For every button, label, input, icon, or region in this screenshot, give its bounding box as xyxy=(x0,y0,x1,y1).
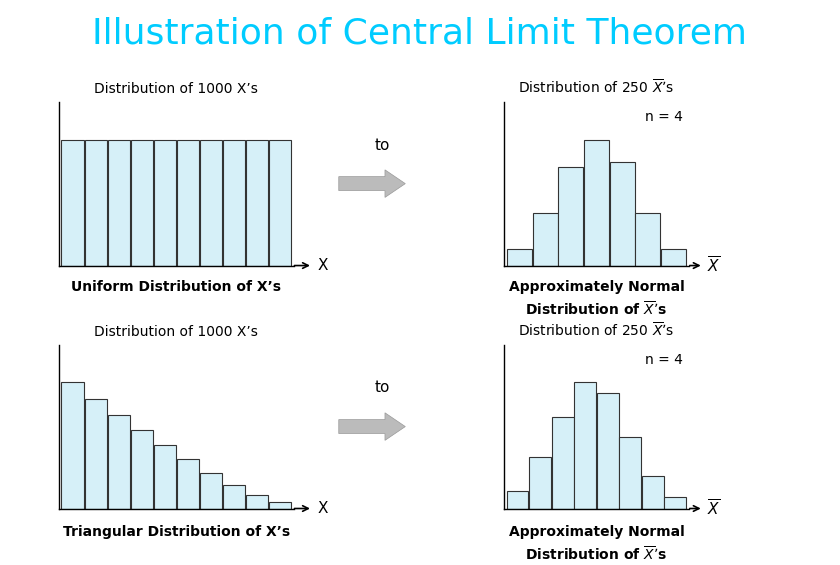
Bar xyxy=(131,140,153,266)
Bar xyxy=(552,416,574,508)
Bar xyxy=(61,140,84,266)
Bar xyxy=(642,476,664,508)
Bar xyxy=(85,140,107,266)
Bar xyxy=(610,162,634,266)
Bar xyxy=(619,437,641,508)
Bar xyxy=(661,249,685,266)
Bar xyxy=(108,140,130,266)
Title: Distribution of 250 $\overline{X}$’s: Distribution of 250 $\overline{X}$’s xyxy=(518,78,675,97)
Bar xyxy=(223,485,245,508)
Text: Triangular Distribution of X’s: Triangular Distribution of X’s xyxy=(63,525,290,540)
Text: to: to xyxy=(375,137,390,153)
Bar xyxy=(596,393,618,508)
Bar xyxy=(533,212,558,266)
Text: $\overline{X}$: $\overline{X}$ xyxy=(707,498,721,519)
Title: Distribution of 1000 X’s: Distribution of 1000 X’s xyxy=(94,325,259,340)
Bar xyxy=(575,383,596,509)
Bar xyxy=(108,415,130,508)
Text: Approximately Normal
Distribution of $\overline{X}$’s: Approximately Normal Distribution of $\o… xyxy=(508,280,685,318)
Bar xyxy=(200,473,222,508)
Bar xyxy=(131,431,153,509)
Title: Distribution of 1000 X’s: Distribution of 1000 X’s xyxy=(94,82,259,97)
Bar xyxy=(246,140,268,266)
Bar xyxy=(176,459,199,508)
Text: n = 4: n = 4 xyxy=(645,110,683,124)
Bar xyxy=(154,445,176,508)
FancyArrow shape xyxy=(339,413,406,440)
Bar xyxy=(507,249,532,266)
Bar xyxy=(246,494,268,508)
Bar xyxy=(176,140,199,266)
Bar xyxy=(584,140,609,266)
FancyArrow shape xyxy=(339,170,406,197)
Bar xyxy=(269,502,291,509)
Bar xyxy=(200,140,222,266)
Text: X: X xyxy=(318,501,328,516)
Text: Approximately Normal
Distribution of $\overline{X}$’s: Approximately Normal Distribution of $\o… xyxy=(508,525,685,564)
Text: n = 4: n = 4 xyxy=(645,353,683,367)
Bar xyxy=(85,399,107,508)
Text: X: X xyxy=(318,258,328,273)
Text: Illustration of Central Limit Theorem: Illustration of Central Limit Theorem xyxy=(92,17,748,51)
Bar xyxy=(664,497,686,508)
Text: Uniform Distribution of X’s: Uniform Distribution of X’s xyxy=(71,280,281,294)
Text: to: to xyxy=(375,380,390,395)
Bar xyxy=(635,212,660,266)
Bar xyxy=(529,457,551,508)
Bar xyxy=(61,383,84,509)
Bar xyxy=(269,140,291,266)
Title: Distribution of 250 $\overline{X}$’s: Distribution of 250 $\overline{X}$’s xyxy=(518,321,675,340)
Bar xyxy=(154,140,176,266)
Bar xyxy=(507,491,528,508)
Bar xyxy=(223,140,245,266)
Bar xyxy=(559,167,583,266)
Text: $\overline{X}$: $\overline{X}$ xyxy=(707,255,721,276)
